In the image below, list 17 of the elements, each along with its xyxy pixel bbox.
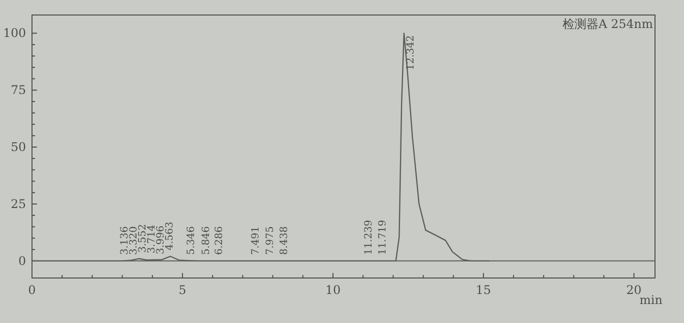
annotation: 4.563 — [164, 222, 176, 250]
annotation: 3.552 — [137, 224, 148, 253]
annotation: 3.996 — [155, 226, 166, 254]
annotation: 3.714 — [146, 224, 158, 254]
annotation: 7.491 — [250, 226, 262, 255]
annotation: 5.846 — [200, 226, 212, 255]
annotation: 8.438 — [278, 226, 290, 255]
annotation: 3.136 — [119, 226, 130, 255]
annotation: 11.239 — [363, 220, 374, 255]
annotation: 11.719 — [378, 220, 389, 255]
xlabel: min — [640, 293, 662, 307]
annotation: 6.286 — [214, 226, 226, 255]
annotation: 7.975 — [265, 226, 276, 255]
annotation: 5.346 — [186, 226, 197, 255]
annotation: 12.342 — [405, 35, 416, 70]
title: 检测器A 254nm — [562, 17, 653, 31]
annotation: 3.320 — [128, 226, 140, 255]
